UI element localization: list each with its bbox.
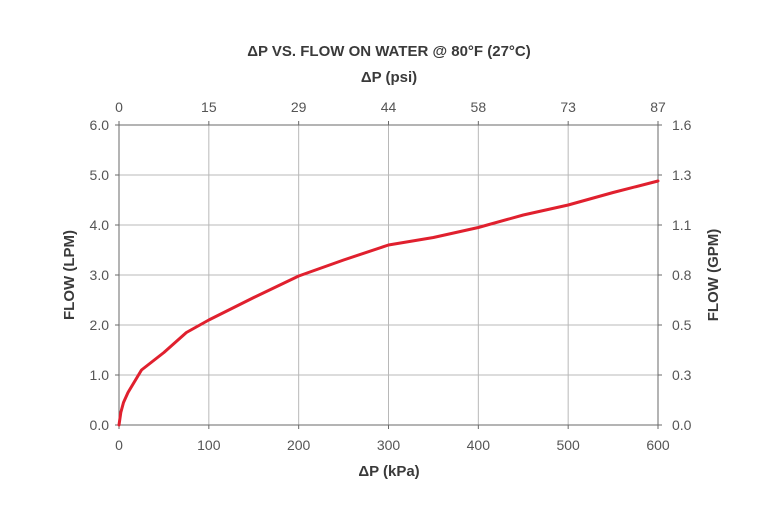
x-axis-title: ΔP (kPa) xyxy=(358,463,419,480)
x2-tick-label: 29 xyxy=(291,99,307,115)
x2-tick-label: 58 xyxy=(471,99,487,115)
plot-frame xyxy=(118,124,659,426)
y2-axis-title: FLOW (GPM) xyxy=(705,229,722,321)
x-tick-label: 600 xyxy=(646,437,670,453)
y2-tick-label: 0.8 xyxy=(672,267,692,283)
x-tick-label: 0 xyxy=(115,437,123,453)
tick-labels: 0 0 100 15 200 29 300 44 400 58 500 73 600 87 0.0 0.0 1.… xyxy=(90,99,692,453)
y2-tick-label: 1.3 xyxy=(672,167,692,183)
y2-tick-label: 0.0 xyxy=(672,417,692,433)
y-tick-label: 0.0 xyxy=(90,417,110,433)
y-tick-label: 1.0 xyxy=(90,367,110,383)
x2-tick-label: 73 xyxy=(560,99,576,115)
y2-tick-label: 1.1 xyxy=(672,217,692,233)
y-tick-label: 5.0 xyxy=(90,167,110,183)
x2-tick-label: 0 xyxy=(115,99,123,115)
series-layer xyxy=(117,179,660,427)
x2-axis-title: ΔP (psi) xyxy=(361,69,417,86)
y2-tick-label: 0.5 xyxy=(672,317,692,333)
y-tick-label: 3.0 xyxy=(90,267,110,283)
x-tick-label: 100 xyxy=(197,437,221,453)
y-tick-label: 6.0 xyxy=(90,117,110,133)
y-axis-title: FLOW (LPM) xyxy=(61,230,78,320)
y2-tick-label: 0.3 xyxy=(672,367,692,383)
x-tick-label: 500 xyxy=(556,437,580,453)
x-tick-label: 400 xyxy=(467,437,491,453)
x2-tick-label: 15 xyxy=(201,99,217,115)
x2-tick-label: 87 xyxy=(650,99,666,115)
chart-title: ΔP VS. FLOW ON WATER @ 80°F (27°C) xyxy=(247,43,531,60)
y2-tick-label: 1.6 xyxy=(672,117,692,133)
y-tick-label: 4.0 xyxy=(90,217,110,233)
x-tick-label: 300 xyxy=(377,437,401,453)
y-tick-label: 2.0 xyxy=(90,317,110,333)
x2-tick-label: 44 xyxy=(381,99,397,115)
grid xyxy=(115,121,662,429)
series-line-0 xyxy=(117,179,660,427)
x-tick-label: 200 xyxy=(287,437,311,453)
